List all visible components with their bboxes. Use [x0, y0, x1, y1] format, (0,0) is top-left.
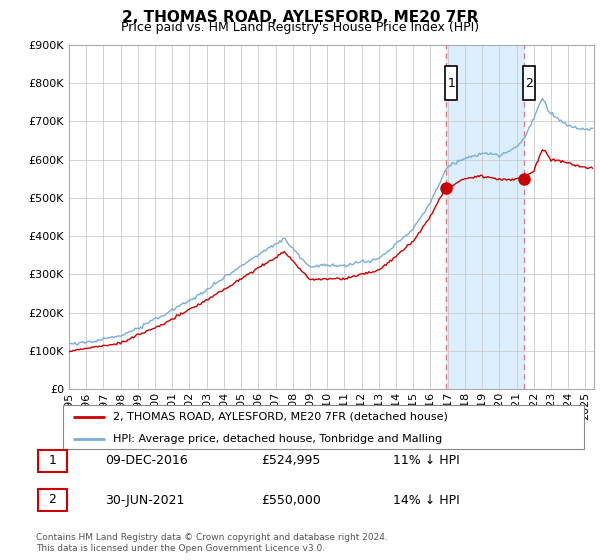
FancyBboxPatch shape [38, 489, 67, 511]
Text: 1: 1 [49, 454, 56, 467]
Text: HPI: Average price, detached house, Tonbridge and Malling: HPI: Average price, detached house, Tonb… [113, 434, 442, 444]
Text: 2, THOMAS ROAD, AYLESFORD, ME20 7FR: 2, THOMAS ROAD, AYLESFORD, ME20 7FR [122, 10, 478, 25]
Text: 14% ↓ HPI: 14% ↓ HPI [393, 493, 460, 507]
Text: 2: 2 [49, 493, 56, 506]
Text: 2: 2 [525, 77, 533, 90]
FancyBboxPatch shape [523, 66, 535, 100]
FancyBboxPatch shape [62, 405, 584, 449]
Text: 1: 1 [448, 77, 455, 90]
FancyBboxPatch shape [445, 66, 457, 100]
Bar [446, 45, 524, 389]
Text: 2, THOMAS ROAD, AYLESFORD, ME20 7FR (detached house): 2, THOMAS ROAD, AYLESFORD, ME20 7FR (det… [113, 412, 448, 422]
Text: 11% ↓ HPI: 11% ↓ HPI [393, 454, 460, 468]
FancyBboxPatch shape [38, 450, 67, 472]
Text: £550,000: £550,000 [261, 493, 321, 507]
Text: Price paid vs. HM Land Registry's House Price Index (HPI): Price paid vs. HM Land Registry's House … [121, 21, 479, 34]
Text: £524,995: £524,995 [261, 454, 320, 468]
Text: 30-JUN-2021: 30-JUN-2021 [105, 493, 184, 507]
Text: 09-DEC-2016: 09-DEC-2016 [105, 454, 188, 468]
Text: Contains HM Land Registry data © Crown copyright and database right 2024.
This d: Contains HM Land Registry data © Crown c… [36, 533, 388, 553]
